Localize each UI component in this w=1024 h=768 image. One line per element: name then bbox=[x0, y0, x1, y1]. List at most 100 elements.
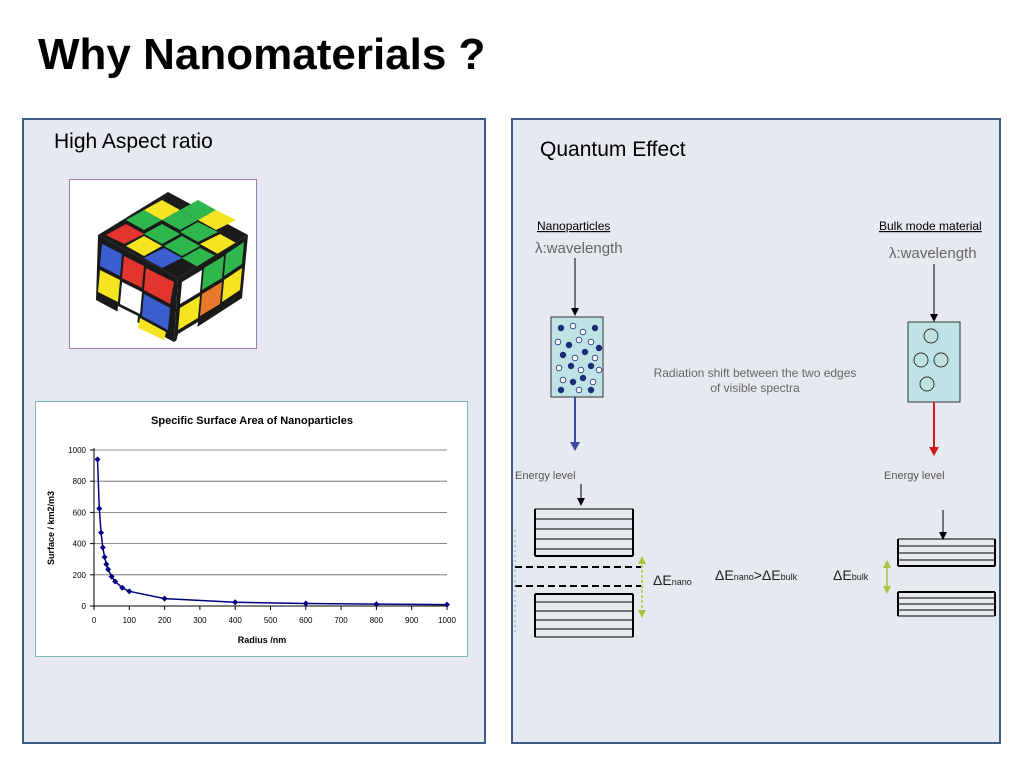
y-tick-labels: 0 200 400 600 800 1000 bbox=[68, 446, 86, 611]
chart-title: Specific Surface Area of Nanoparticles bbox=[151, 415, 353, 427]
x-tick-labels: 0 100 200 300 400 500 600 700 800 900 1000 bbox=[92, 616, 457, 625]
data-point bbox=[105, 566, 112, 573]
nano-upper-band bbox=[534, 508, 634, 557]
chart-grid bbox=[94, 449, 447, 576]
nano-outgoing-arrow bbox=[570, 397, 580, 451]
data-point bbox=[302, 600, 309, 607]
nano-incoming-arrow bbox=[571, 258, 579, 316]
bulk-incoming-arrow bbox=[930, 264, 938, 322]
nanoparticle-dot bbox=[569, 378, 577, 386]
slide-title: Why Nanomaterials ? bbox=[38, 30, 486, 79]
data-point bbox=[108, 573, 115, 580]
x-tick-label: 0 bbox=[92, 616, 97, 625]
nanoparticle-dot bbox=[555, 364, 563, 372]
chart-canvas: Specific Surface Area of Nanoparticles 0… bbox=[46, 415, 457, 645]
nanoparticle-dot bbox=[587, 386, 595, 394]
x-tick-label: 400 bbox=[229, 616, 243, 625]
data-point bbox=[444, 601, 450, 608]
nanoparticle-dot bbox=[559, 376, 567, 384]
greater-than: > bbox=[754, 567, 762, 583]
x-tick-label: 800 bbox=[370, 616, 384, 625]
surface-area-chart: Specific Surface Area of Nanoparticles 0… bbox=[35, 401, 468, 657]
nanoparticle-dot bbox=[577, 366, 585, 374]
rubiks-cube-image bbox=[69, 179, 257, 349]
data-point bbox=[232, 599, 239, 606]
nanoparticle-dot bbox=[575, 386, 583, 394]
x-tick-label: 600 bbox=[299, 616, 313, 625]
bulk-lower-band bbox=[897, 591, 996, 617]
chart-series bbox=[94, 456, 450, 608]
x-tick-label: 200 bbox=[158, 616, 172, 625]
nanoparticle-dot bbox=[595, 344, 603, 352]
left-panel: High Aspect ratio bbox=[22, 118, 486, 744]
y-tick-label: 200 bbox=[73, 571, 87, 580]
delta-e-nano-arrow bbox=[638, 556, 646, 618]
delta-symbol-b: ΔE bbox=[762, 567, 781, 583]
x-tick-label: 100 bbox=[123, 616, 137, 625]
delta-e-bulk-arrow bbox=[883, 560, 891, 594]
y-tick-label: 800 bbox=[73, 477, 87, 486]
data-point bbox=[99, 544, 106, 551]
nanoparticle-dot bbox=[581, 348, 589, 356]
nanoparticle-dot bbox=[567, 362, 575, 370]
chart-axes bbox=[90, 448, 448, 610]
energy-level-label-nano: Energy level bbox=[515, 470, 576, 482]
nanoparticle-dot bbox=[571, 354, 579, 362]
bulk-particles bbox=[913, 328, 949, 392]
nanoparticle-dot bbox=[589, 378, 597, 386]
x-tick-label: 700 bbox=[334, 616, 348, 625]
delta-e-bulk-label: ΔEbulk bbox=[833, 567, 869, 583]
nanoparticle-dot bbox=[569, 322, 577, 330]
nanoparticle-dot bbox=[595, 366, 603, 374]
quantum-diagram: Nanoparticles Bulk mode material λ:wavel… bbox=[514, 219, 996, 638]
delta-symbol: ΔE bbox=[653, 572, 672, 588]
x-axis-label: Radius /nm bbox=[238, 635, 287, 645]
delta-e-nano-label: ΔEnano bbox=[653, 572, 692, 588]
rubiks-cube-icon bbox=[96, 192, 248, 342]
nano-lower-band bbox=[534, 593, 634, 638]
delta-symbol-c: ΔE bbox=[833, 567, 852, 583]
nano-subscript-a: nano bbox=[734, 572, 754, 582]
right-panel: Quantum Effect Nanoparticles Bulk mode m… bbox=[511, 118, 1001, 744]
energy-level-label-bulk: Energy level bbox=[884, 470, 945, 482]
nanoparticle-dot bbox=[587, 338, 595, 346]
series-line bbox=[96, 459, 448, 606]
x-tick-label: 1000 bbox=[438, 616, 456, 625]
nanoparticle-dot bbox=[591, 354, 599, 362]
y-axis-label: Surface / km2/m3 bbox=[46, 491, 56, 565]
data-point bbox=[96, 505, 103, 512]
nano-energy-arrow bbox=[577, 484, 585, 506]
x-tick-label: 300 bbox=[193, 616, 207, 625]
nanoparticle-dot bbox=[557, 386, 565, 394]
bulk-material-label: Bulk mode material bbox=[879, 219, 982, 233]
bulk-wavelength-label: λ:wavelength bbox=[889, 245, 977, 262]
bulk-subscript: bulk bbox=[852, 572, 869, 582]
nanoparticle-dot bbox=[579, 328, 587, 336]
data-point bbox=[119, 584, 126, 591]
bulk-upper-band bbox=[897, 538, 996, 567]
nanoparticles-label: Nanoparticles bbox=[537, 219, 610, 233]
delta-comparison-label: ΔEnano>ΔEbulk bbox=[715, 567, 798, 583]
data-point bbox=[98, 529, 105, 536]
delta-symbol-a: ΔE bbox=[715, 567, 734, 583]
bulk-energy-arrow bbox=[939, 510, 947, 540]
nanoparticle-dot bbox=[579, 374, 587, 382]
data-point bbox=[373, 601, 380, 608]
bulk-outgoing-arrow bbox=[929, 402, 939, 456]
nanoparticle-dot bbox=[587, 362, 595, 370]
nanoparticle-dot bbox=[554, 338, 562, 346]
nanoparticle-dots bbox=[554, 322, 603, 394]
bulk-subscript-a: bulk bbox=[781, 572, 798, 582]
data-point bbox=[161, 595, 168, 602]
nano-subscript: nano bbox=[672, 577, 692, 587]
nanoparticle-dot bbox=[591, 324, 599, 332]
data-point bbox=[126, 588, 133, 595]
nanoparticle-dot bbox=[575, 336, 583, 344]
data-point bbox=[101, 554, 108, 561]
y-tick-label: 600 bbox=[73, 508, 87, 517]
nanoparticle-dot bbox=[559, 351, 567, 359]
data-point bbox=[103, 561, 110, 568]
nanoparticle-dot bbox=[565, 341, 573, 349]
x-tick-label: 500 bbox=[264, 616, 278, 625]
nanoparticle-dot bbox=[557, 324, 565, 332]
